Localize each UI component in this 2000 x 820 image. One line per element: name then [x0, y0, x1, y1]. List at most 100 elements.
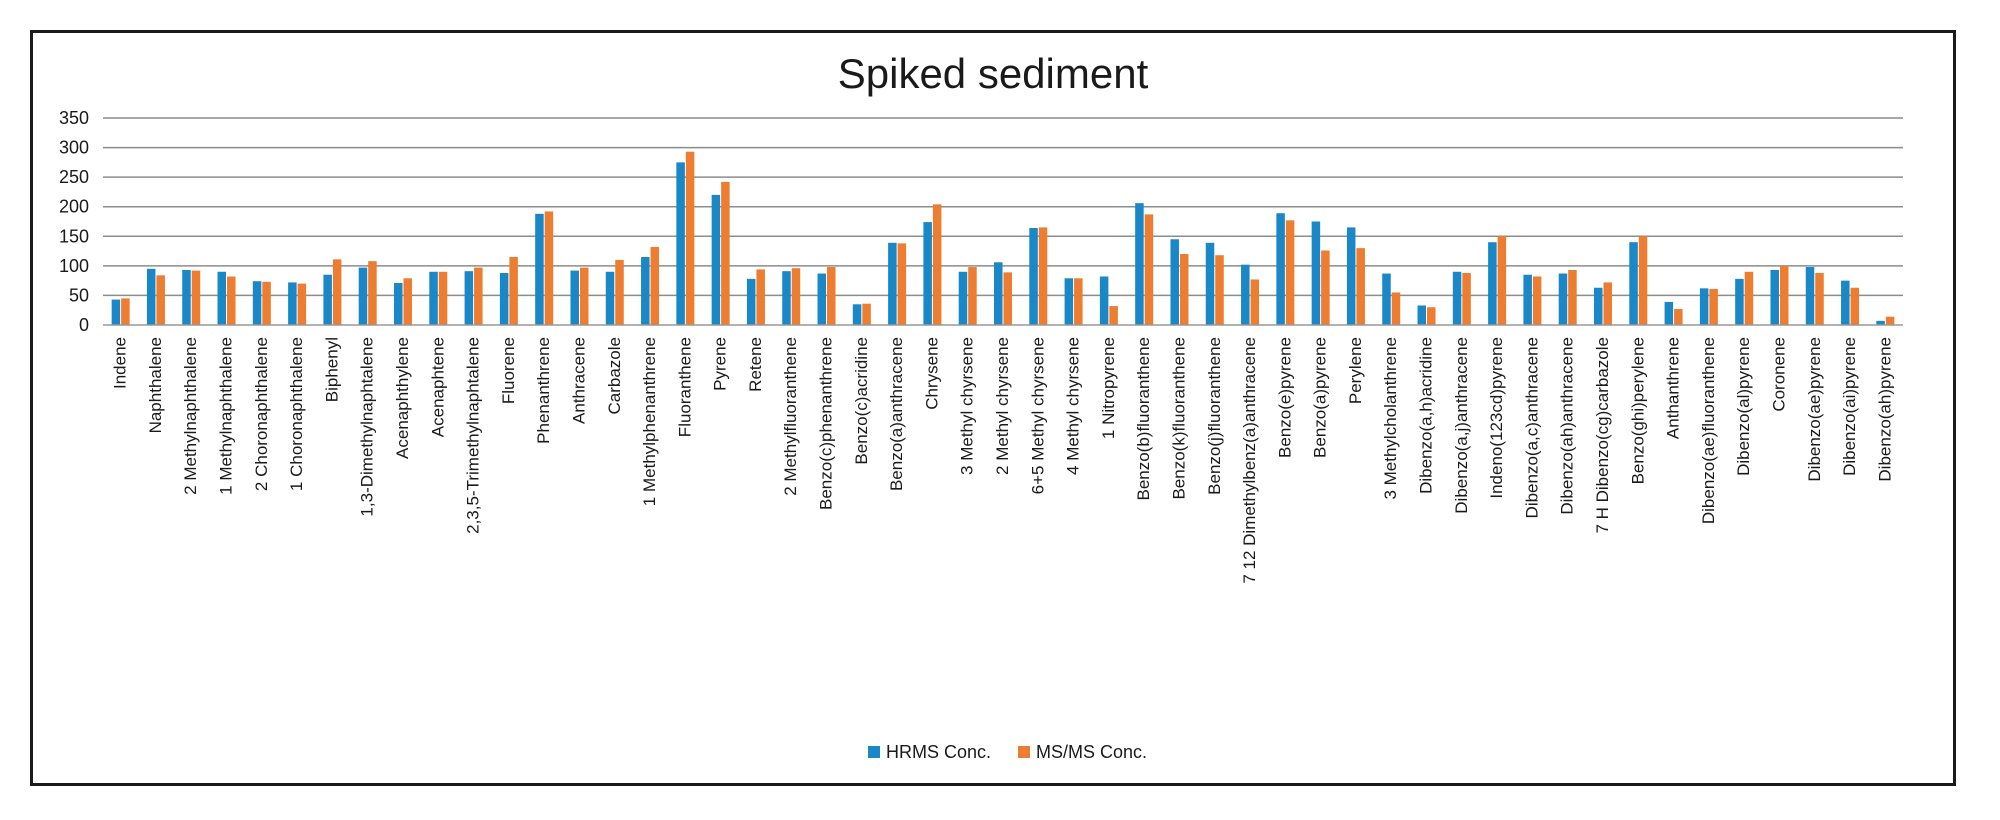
legend-swatch-hrms — [868, 746, 880, 758]
bar-msms — [1779, 265, 1789, 325]
x-category-label: 2,3,5-Trimethylnaphtalene — [464, 337, 483, 534]
bar-msms — [1003, 272, 1012, 325]
bar-hrms — [499, 272, 509, 325]
bar-msms — [650, 246, 660, 325]
bar-hrms — [1135, 203, 1144, 325]
bar-msms — [1532, 276, 1542, 325]
x-category-label: 2 Methylnaphthalene — [181, 337, 200, 495]
x-category-label: Benzo(j)fluoranthene — [1205, 337, 1224, 495]
x-category-label: Dibenzo(a,h)acridine — [1417, 337, 1436, 494]
y-tick-label: 0 — [79, 315, 89, 335]
x-category-label: 3 Methyl chyrsene — [958, 337, 977, 475]
bar-hrms — [1523, 274, 1532, 325]
bar-msms — [827, 267, 836, 325]
bar-msms — [862, 303, 871, 325]
x-category-label: 1 Choronaphthalene — [287, 337, 306, 491]
bar-hrms — [1735, 278, 1744, 325]
x-category-label: 2 Methylfluoranthene — [781, 337, 800, 496]
bar-msms — [1391, 292, 1401, 325]
bar-hrms — [817, 273, 827, 325]
bar-msms — [403, 278, 412, 325]
bar-hrms — [1452, 271, 1462, 325]
bar-msms — [368, 261, 377, 325]
bar-hrms — [1346, 227, 1356, 325]
bar-msms — [1427, 307, 1436, 325]
x-category-label: Indene — [111, 337, 130, 389]
bar-hrms — [1841, 280, 1850, 325]
bar-hrms — [852, 304, 862, 325]
bar-hrms — [888, 242, 897, 325]
x-category-label: 3 Methylcholanthrene — [1381, 337, 1400, 500]
bar-msms — [227, 276, 236, 325]
x-category-label: Benzo(e)pyrene — [1275, 337, 1294, 458]
bar-hrms — [958, 271, 968, 325]
x-category-label: Benzo(c)phenanthrene — [817, 337, 836, 510]
bar-msms — [791, 268, 801, 325]
bar-hrms — [1876, 320, 1885, 325]
bar-hrms — [429, 271, 438, 325]
bar-hrms — [746, 278, 756, 325]
legend-label-msms: MS/MS Conc. — [1036, 742, 1147, 762]
y-tick-label: 250 — [59, 167, 89, 187]
y-tick-label: 150 — [59, 226, 89, 246]
bar-hrms — [1382, 273, 1391, 325]
bar-msms — [1497, 236, 1507, 325]
bar-hrms — [252, 281, 262, 325]
bar-hrms — [323, 274, 332, 325]
chart-title: Spiked sediment — [838, 50, 1149, 97]
x-category-label: Biphenyl — [322, 337, 341, 402]
bar-msms — [615, 259, 624, 325]
bar-hrms — [394, 283, 403, 325]
bar-hrms — [994, 262, 1003, 325]
bar-hrms — [923, 222, 932, 325]
x-category-label: 4 Methyl chyrsene — [1064, 337, 1083, 475]
bar-hrms — [1629, 242, 1638, 325]
bar-hrms — [1241, 264, 1250, 325]
x-category-label: Benzo(k)fluoranthene — [1169, 337, 1188, 500]
x-category-label: Anthanthrene — [1664, 337, 1683, 439]
legend: HRMS Conc. MS/MS Conc. — [868, 742, 1147, 762]
bar-msms — [1109, 306, 1118, 325]
x-category-label: Phenanthrene — [534, 337, 553, 444]
bar-msms — [1885, 316, 1895, 325]
x-category-label: Dibenzo(ai)pyrene — [1840, 337, 1859, 476]
x-category-label: Fluoranthene — [675, 337, 694, 437]
x-category-label: Benzo(a)pyrene — [1311, 337, 1330, 458]
x-category-label: Benzo(a)anthracene — [887, 337, 906, 491]
x-category-label: Dibenzo(ae)fluoranthene — [1699, 337, 1718, 524]
bar-hrms — [1311, 221, 1321, 325]
chart-frame: Spiked sediment 0 50 100 150 200 250 300 350 In… — [30, 30, 1956, 786]
x-category-label: 1 Nitropyrene — [1099, 337, 1118, 439]
bar-hrms — [1029, 228, 1038, 325]
gridlines — [103, 117, 1903, 297]
bar-msms — [721, 181, 730, 325]
bar-msms — [297, 283, 307, 325]
bar-msms — [1709, 288, 1718, 325]
bar-msms — [1215, 255, 1224, 325]
bar-msms — [1674, 309, 1683, 325]
bar-hrms — [1417, 305, 1427, 325]
bar-hrms — [464, 271, 474, 325]
bar-msms — [1568, 269, 1577, 325]
bar-hrms — [1205, 242, 1215, 325]
bar-hrms — [288, 282, 297, 325]
y-tick-label: 50 — [69, 285, 89, 305]
bar-hrms — [217, 271, 227, 325]
bar-hrms — [1170, 239, 1179, 325]
x-category-label: Dibenzo(a,c)anthracene — [1522, 337, 1541, 518]
x-category-label: Perylene — [1346, 337, 1365, 404]
bar-hrms — [1276, 213, 1285, 325]
x-category-label: 7 H Dibenzo(cg)carbazole — [1593, 337, 1612, 534]
bar-msms — [1285, 220, 1295, 325]
bar-msms — [932, 204, 942, 325]
bar-hrms — [1805, 267, 1815, 325]
y-axis-ticks: 0 50 100 150 200 250 300 350 — [59, 108, 89, 335]
bar-hrms — [711, 194, 721, 325]
bar-msms — [1356, 248, 1365, 325]
bar-hrms — [111, 299, 121, 325]
x-category-label: Chrysene — [922, 337, 941, 410]
legend-label-hrms: HRMS Conc. — [886, 742, 991, 762]
bar-msms — [1321, 250, 1330, 325]
x-category-label: Dibenzo(ae)pyrene — [1805, 337, 1824, 482]
bar-hrms — [146, 268, 156, 325]
